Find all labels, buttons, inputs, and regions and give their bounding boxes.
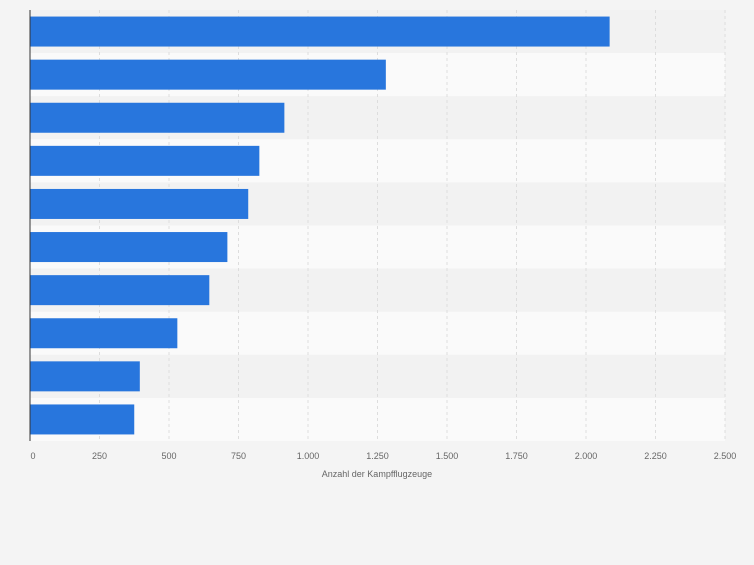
bar[interactable] <box>30 102 285 133</box>
bar[interactable] <box>30 16 610 47</box>
x-tick-label: 2.500 <box>714 451 737 461</box>
x-tick-label: 1.500 <box>436 451 459 461</box>
x-tick-label: 2.250 <box>644 451 667 461</box>
bar[interactable] <box>30 404 135 435</box>
x-tick-label: 250 <box>92 451 107 461</box>
bar[interactable] <box>30 361 140 392</box>
bars <box>30 16 610 435</box>
x-tick-label: 1.750 <box>505 451 528 461</box>
bar[interactable] <box>30 318 178 349</box>
x-axis-label: Anzahl der Kampfflugzeuge <box>322 469 432 479</box>
bar[interactable] <box>30 145 260 176</box>
x-tick-label: 500 <box>161 451 176 461</box>
bar[interactable] <box>30 275 210 306</box>
x-tick-label: 1.000 <box>297 451 320 461</box>
bar[interactable] <box>30 232 228 263</box>
bar[interactable] <box>30 188 249 219</box>
x-axis-ticks: 0 250 500 750 1.000 1.250 1.500 1.750 2.000 2.250… <box>30 451 736 461</box>
x-tick-label: 1.250 <box>366 451 389 461</box>
bar[interactable] <box>30 59 386 90</box>
x-tick-label: 750 <box>231 451 246 461</box>
x-tick-label: 0 <box>30 451 35 461</box>
x-tick-label: 2.000 <box>575 451 598 461</box>
